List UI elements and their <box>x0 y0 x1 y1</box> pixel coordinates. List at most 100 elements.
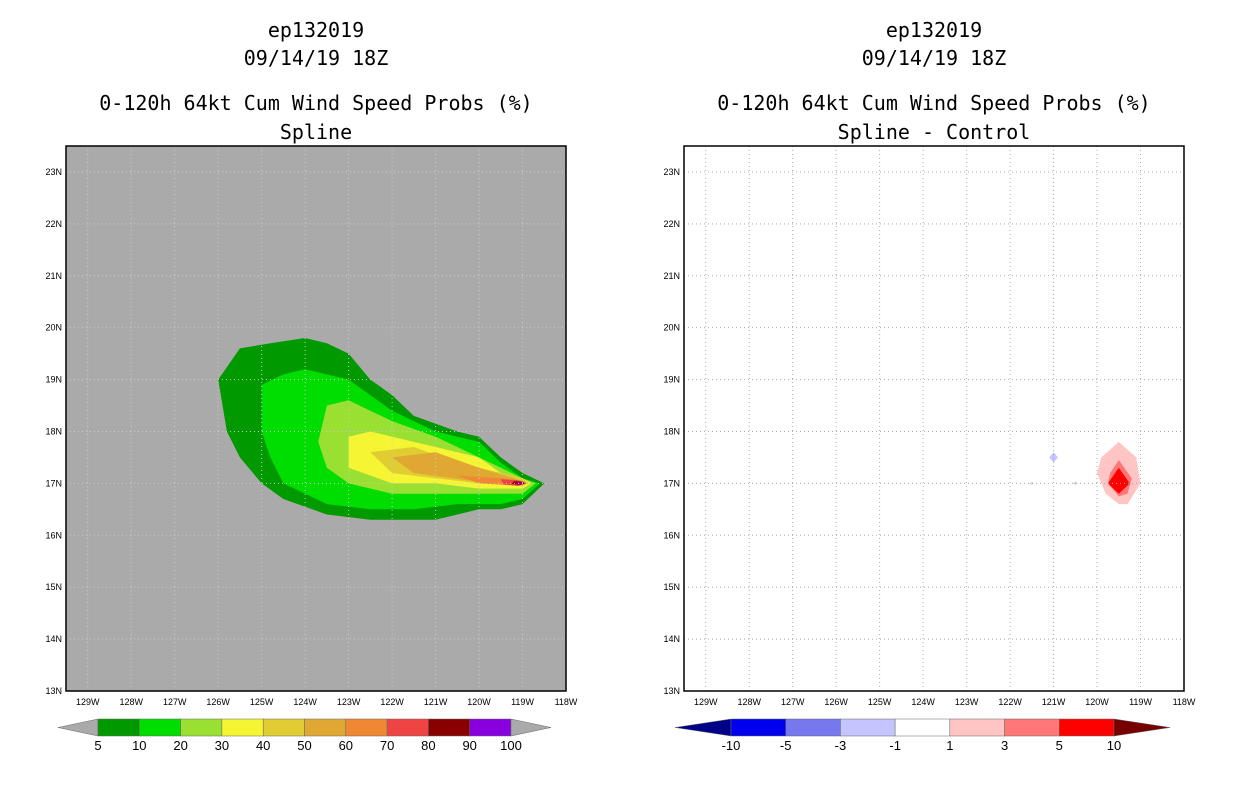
left-colorbar-label: 50 <box>297 738 311 753</box>
left-xtick-label: 122W <box>380 697 404 707</box>
left-plot-border <box>65 145 567 692</box>
left-xtick-label: 118W <box>555 697 578 707</box>
left-colorbar-label: 5 <box>94 738 101 753</box>
right-colorbar-swatch <box>840 718 896 737</box>
right-colorbar-label: -10 <box>722 738 741 753</box>
right-title-storm: ep132019 <box>885 18 983 42</box>
right-xtick-label: 122W <box>998 697 1022 707</box>
right-xtick-label: 118W <box>1173 697 1196 707</box>
left-colorbar-swatch <box>345 718 388 737</box>
right-contour-5-2 <box>1107 467 1130 494</box>
left-colorbar-swatch <box>428 718 470 737</box>
right-contour--1-4 <box>1073 481 1078 485</box>
left-ytick-label: 16N <box>45 530 62 540</box>
right-colorbar-swatch <box>894 718 951 737</box>
right-ytick-label: 22N <box>663 219 680 229</box>
left-xtick-label: 124W <box>293 697 317 707</box>
right-ytick-label: 18N <box>663 426 680 436</box>
right-colorbar-swatch <box>730 718 786 737</box>
right-colorbar-label: 3 <box>1001 738 1008 753</box>
right-xtick-label: 128W <box>737 697 761 707</box>
left-colorbar-swatch <box>262 718 305 737</box>
left-title-product: 0-120h 64kt Cum Wind Speed Probs (%) <box>99 91 533 115</box>
right-ytick-label: 23N <box>663 167 680 177</box>
left-xtick-label: 125W <box>250 697 274 707</box>
left-ytick-label: 21N <box>45 271 62 281</box>
right-colorbar-low-arrow <box>674 718 732 737</box>
left-colorbar-label: 10 <box>132 738 146 753</box>
right-plot-border <box>683 145 1185 692</box>
right-ytick-label: 13N <box>663 686 680 696</box>
left-colorbar-label: 40 <box>256 738 270 753</box>
right-ytick-label: 16N <box>663 530 680 540</box>
left-colorbar-swatch <box>386 718 429 737</box>
left-xtick-label: 119W <box>511 697 534 707</box>
left-xtick-label: 120W <box>467 697 491 707</box>
left-xtick-label: 126W <box>206 697 230 707</box>
left-ytick-label: 14N <box>45 634 62 644</box>
left-contour-50-5 <box>392 452 527 485</box>
right-xtick-label: 124W <box>911 697 935 707</box>
right-colorbar-label: 5 <box>1056 738 1063 753</box>
right-title-product: 0-120h 64kt Cum Wind Speed Probs (%) <box>717 91 1151 115</box>
left-colorbar-label: 70 <box>380 738 394 753</box>
left-xtick-label: 127W <box>163 697 187 707</box>
right-xtick-label: 126W <box>824 697 848 707</box>
right-colorbar-swatch <box>1004 718 1060 737</box>
right-colorbar-high-arrow <box>1113 718 1171 737</box>
right-colorbar-swatch <box>949 718 1005 737</box>
left-ytick-label: 22N <box>45 219 62 229</box>
left-colorbar-label: 20 <box>173 738 187 753</box>
left-plot-area: 129W 128W 127W 126W 125W 124W 123W 122W 121W 120W… <box>45 145 578 707</box>
right-xtick-label: 120W <box>1085 697 1109 707</box>
right-ytick-label: 17N <box>663 478 680 488</box>
right-ytick-label: 14N <box>663 634 680 644</box>
left-colorbar-swatch <box>221 718 264 737</box>
left-xtick-label: 123W <box>337 697 361 707</box>
left-ytick-label: 18N <box>45 426 62 436</box>
left-title-method: Spline <box>279 120 353 144</box>
right-contour--1-3 <box>1049 452 1058 463</box>
right-colorbar-swatch <box>1059 718 1115 737</box>
right-ytick-label: 20N <box>663 323 680 333</box>
left-colorbar-high-arrow <box>510 718 552 737</box>
left-xtick-label: 128W <box>119 697 143 707</box>
right-colorbar-label: -5 <box>780 738 792 753</box>
right-xtick-label: 123W <box>955 697 979 707</box>
left-contour-90-9 <box>516 482 524 485</box>
right-xtick-label: 121W <box>1042 697 1066 707</box>
right-ytick-label: 21N <box>663 271 680 281</box>
right-title-method: Spline - Control <box>837 120 1031 144</box>
left-xtick-label: 121W <box>424 697 448 707</box>
right-xtick-label: 119W <box>1129 697 1152 707</box>
left-colorbar-swatch <box>469 718 512 737</box>
right-contour-1-5 <box>1029 481 1034 485</box>
left-ytick-label: 20N <box>45 323 62 333</box>
right-xtick-label: 127W <box>781 697 805 707</box>
left-colorbar-swatch <box>139 718 181 737</box>
right-ytick-label: 19N <box>663 375 680 385</box>
left-ytick-label: 15N <box>45 582 62 592</box>
left-colorbar-label: 80 <box>421 738 435 753</box>
left-colorbar: 5 10 20 30 40 50 60 70 80 90 100 <box>57 718 552 753</box>
left-xtick-label: 129W <box>76 697 100 707</box>
right-colorbar: -10 -5 -3 -1 1 3 5 10 <box>674 718 1171 753</box>
left-ytick-label: 19N <box>45 375 62 385</box>
right-ytick-label: 15N <box>663 582 680 592</box>
right-xtick-label: 129W <box>694 697 718 707</box>
right-title-date: 09/14/19 18Z <box>861 46 1007 70</box>
right-colorbar-label: 10 <box>1107 738 1121 753</box>
left-colorbar-low-arrow <box>57 718 99 737</box>
right-colorbar-swatch <box>785 718 841 737</box>
left-colorbar-swatch <box>304 718 347 737</box>
right-colorbar-label: -3 <box>835 738 847 753</box>
left-colorbar-label: 90 <box>462 738 476 753</box>
left-ytick-label: 23N <box>45 167 62 177</box>
right-xtick-label: 125W <box>868 697 892 707</box>
left-title-date: 09/14/19 18Z <box>243 46 389 70</box>
left-colorbar-label: 100 <box>500 738 522 753</box>
left-colorbar-label: 30 <box>215 738 229 753</box>
right-colorbar-label: 1 <box>946 738 953 753</box>
left-colorbar-swatch <box>180 718 223 737</box>
